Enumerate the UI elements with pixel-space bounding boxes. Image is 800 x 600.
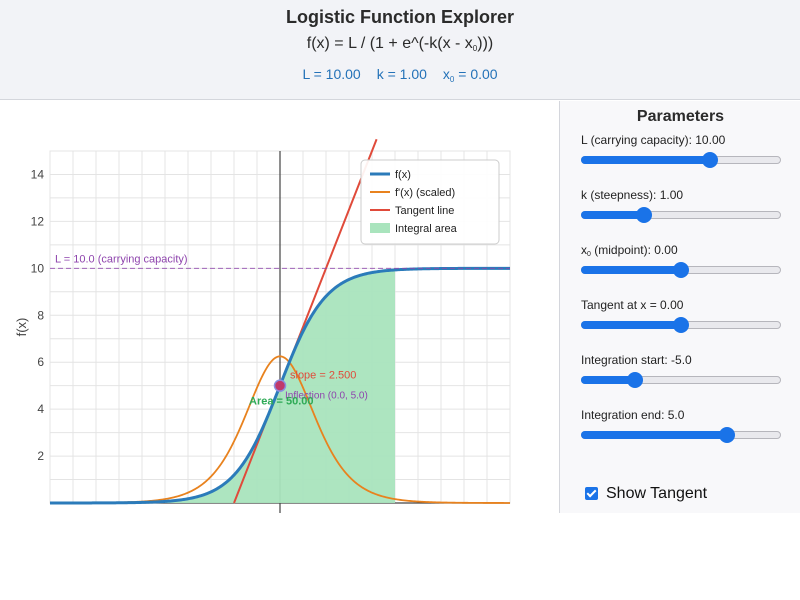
legend-label: f'(x) (scaled) (395, 187, 455, 199)
y-axis-label: f(x) (14, 318, 29, 337)
integration-start-slider[interactable] (581, 372, 781, 388)
carrying-capacity-slider[interactable] (581, 152, 781, 168)
slider-fill (581, 266, 681, 274)
slider-thumb[interactable] (673, 317, 689, 333)
slider-thumb[interactable] (701, 152, 718, 168)
midpoint-slider[interactable] (581, 262, 781, 278)
param-steepness: k (steepness): 1.00 (581, 188, 786, 223)
param-tangent-x: Tangent at x = 0.00 (581, 298, 786, 333)
param-label-tangent-x: Tangent at x = 0.00 (581, 298, 684, 312)
param-carrying-capacity: L (carrying capacity): 10.00 (581, 133, 786, 168)
param-label-steepness: k (steepness): 1.00 (581, 188, 684, 202)
param-label-midpoint: x0 (midpoint): 0.00 (581, 243, 786, 259)
param-integration-end: Integration end: 5.0 (581, 408, 786, 443)
formula-end: ))) (477, 35, 494, 52)
parameter-readout: L = 10.00 k = 1.00 x0 = 0.00 (0, 66, 800, 84)
show-tangent-checkbox[interactable] (585, 487, 598, 500)
slider-thumb[interactable] (627, 372, 643, 388)
legend-box (360, 159, 500, 245)
y-tick-label: 10 (31, 261, 45, 275)
midpoint-label-rest: (midpoint): 0.00 (590, 243, 678, 257)
legend-label: Integral area (395, 223, 458, 235)
y-tick-label: 4 (37, 402, 44, 416)
page-title: Logistic Function Explorer (285, 7, 514, 27)
param-midpoint: x0 (midpoint): 0.00 (581, 243, 786, 278)
steepness-slider[interactable] (581, 207, 781, 223)
legend: f(x) f'(x) (scaled) Tangent line Integral a… (360, 159, 500, 245)
inflection-point (273, 379, 287, 392)
slider-fill (581, 321, 681, 329)
capacity-label: L = 10.0 (carrying capacity) (55, 253, 188, 265)
show-tangent-toggle[interactable]: Show Tangent (585, 485, 707, 505)
y-tick-label: 2 (37, 449, 44, 463)
formula: f(x) = L / (1 + e^(-k(x - x0))) (0, 35, 800, 53)
readout-x0-value: = 0.00 (454, 66, 498, 82)
legend-label: f(x) (395, 169, 411, 181)
logistic-chart[interactable]: 2 4 6 8 10 12 14 f(x) L = 10.0 (carrying capaci… (0, 101, 559, 513)
header: Logistic Function Explorer f(x) = L / (1… (0, 0, 800, 100)
slider-fill (581, 431, 727, 439)
slider-thumb[interactable] (636, 207, 653, 223)
legend-swatch (370, 223, 390, 233)
slider-fill (581, 156, 710, 164)
show-tangent-label: Show Tangent (606, 485, 708, 502)
param-label-integration-end: Integration end: 5.0 (581, 408, 685, 422)
integration-end-slider[interactable] (581, 427, 781, 443)
y-tick-label: 6 (37, 355, 44, 369)
y-tick-label: 8 (37, 308, 44, 322)
slider-thumb[interactable] (673, 262, 689, 278)
param-integration-start: Integration start: -5.0 (581, 353, 786, 388)
slope-label: slope = 2.500 (290, 370, 356, 382)
plot-area[interactable]: 2 4 6 8 10 12 14 f(x) L = 10.0 (carrying capaci… (0, 101, 559, 513)
slider-thumb[interactable] (719, 427, 735, 443)
readout-x0-sub: 0 (449, 75, 455, 84)
tangent-x-slider[interactable] (581, 317, 781, 333)
parameters-panel: Parameters L (carrying capacity): 10.00 … (559, 101, 800, 513)
readout-l: L = 10.00 (302, 66, 361, 82)
legend-label: Tangent line (395, 205, 454, 217)
midpoint-label-sub: 0 (587, 251, 591, 258)
parameters-title: Parameters (636, 108, 725, 125)
area-label: Area = 50.00 (249, 396, 314, 408)
slider-fill (581, 376, 635, 384)
annotation-layer: L = 10.0 (carrying capacity) slope = 2.50… (50, 253, 510, 408)
readout-k: k = 1.00 (376, 66, 427, 82)
tangent-line (233, 138, 378, 504)
midpoint-label-prefix: x (581, 243, 587, 257)
y-tick-label: 12 (31, 214, 45, 228)
inflection-label: Inflection (0.0, 5.0) (285, 391, 368, 402)
param-label-integration-start: Integration start: -5.0 (581, 353, 692, 367)
formula-main: f(x) = L / (1 + e^(-k(x - x (306, 35, 473, 52)
param-label-carrying-capacity: L (carrying capacity): 10.00 (581, 133, 726, 147)
y-tick-label: 14 (31, 167, 45, 181)
formula-sub: 0 (472, 44, 478, 53)
readout-x0-prefix: x (442, 66, 450, 82)
slider-fill (581, 211, 645, 219)
